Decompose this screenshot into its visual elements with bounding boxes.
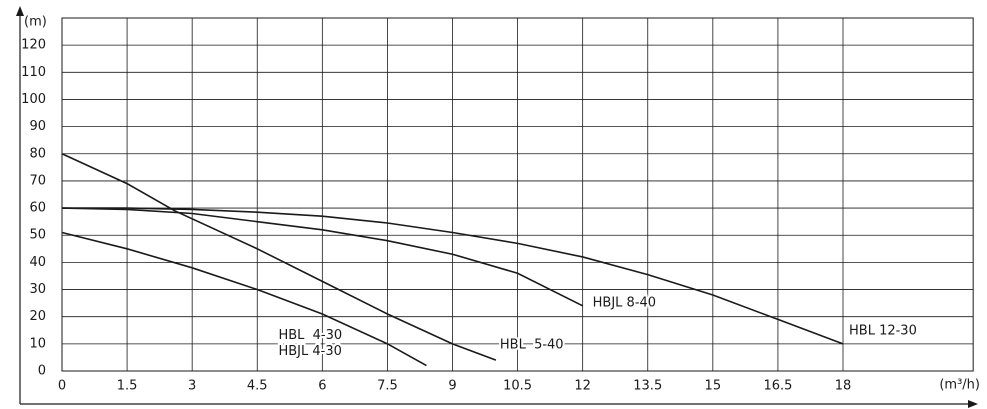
y-tick-label: 50 (29, 228, 46, 243)
y-axis-label: (m) (24, 15, 47, 30)
y-tick-label: 70 (29, 173, 46, 188)
performance-curve (62, 207, 844, 345)
x-tick-label: 0 (58, 379, 66, 394)
x-tick-label: 6 (318, 379, 326, 394)
x-tick-label: 15 (705, 379, 722, 394)
y-tick-label: 110 (21, 65, 46, 80)
y-tick-label: 90 (29, 119, 46, 134)
curve-label: HBJL 4-30 (278, 344, 341, 359)
x-tick-label: 10.5 (503, 379, 532, 394)
x-tick-label: 18 (835, 379, 852, 394)
performance-curve (61, 231, 427, 367)
x-axis-label: (m³/h) (939, 378, 980, 393)
performance-curve (61, 153, 497, 361)
x-tick-label: 13.5 (633, 379, 662, 394)
y-tick-label: 60 (29, 201, 46, 216)
y-axis-arrow (16, 6, 24, 16)
x-tick-label: 16.5 (763, 379, 792, 394)
x-tick-label: 4.5 (247, 379, 268, 394)
x-tick-label: 1.5 (117, 379, 138, 394)
curve-label: HBL 12-30 (849, 323, 917, 338)
y-tick-label: 20 (29, 309, 46, 324)
x-tick-label: 12 (574, 379, 591, 394)
y-tick-label: 10 (29, 336, 46, 351)
x-tick-label: 3 (188, 379, 196, 394)
x-axis-arrow (968, 400, 978, 408)
curve-label: HBL 4-30 (278, 328, 342, 343)
y-tick-label: 40 (29, 255, 46, 270)
y-tick-label: 100 (21, 92, 46, 107)
y-tick-label: 80 (29, 146, 46, 161)
curve-label: HBL 5-40 (500, 338, 564, 353)
y-tick-label: 120 (21, 38, 46, 53)
x-tick-label: 7.5 (377, 379, 398, 394)
performance-curve (61, 207, 584, 307)
x-tick-label: 9 (448, 379, 456, 394)
curve-label: HBJL 8-40 (593, 295, 656, 310)
y-tick-label: 0 (38, 364, 46, 379)
y-tick-label: 30 (29, 282, 46, 297)
